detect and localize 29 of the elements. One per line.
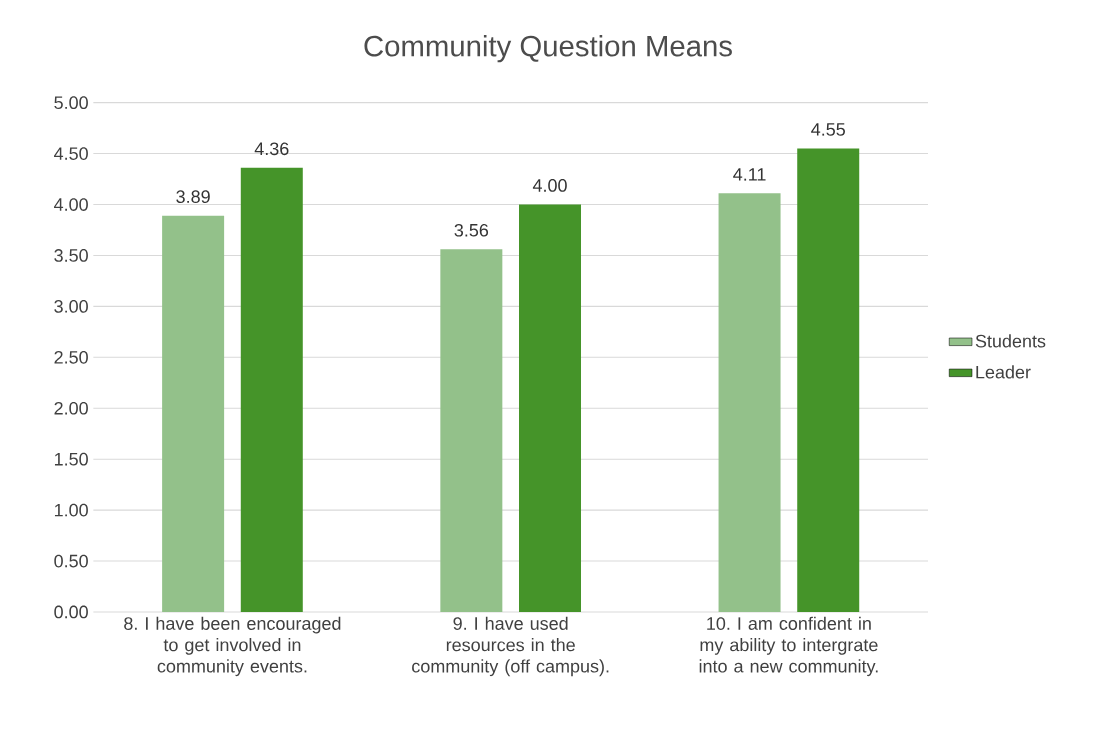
bar [440, 249, 503, 612]
data-label: 4.55 [811, 123, 845, 136]
y-tick-label: 2.50 [54, 350, 88, 364]
data-label: 4.11 [733, 168, 766, 181]
bar [519, 204, 582, 612]
x-tick-label: 10. I am confident in my ability to intergrate into a new community. [699, 616, 878, 677]
y-tick-label: 4.00 [54, 198, 88, 211]
y-tick-label: 0.00 [54, 605, 88, 619]
bar [162, 215, 225, 612]
y-tick-label: 3.50 [54, 249, 88, 262]
x-tick-label: 8. I have been encouraged to get involved in community events. [124, 616, 341, 677]
legend-label: Students [975, 334, 1046, 348]
y-tick-label: 1.00 [54, 503, 88, 517]
bar [240, 167, 303, 612]
data-label: 3.56 [454, 223, 489, 237]
bar [718, 193, 781, 612]
y-tick-label: 2.00 [54, 401, 88, 415]
x-tick-label: 9. I have used resources in the community (off campus). [412, 616, 609, 677]
data-label: 4.36 [254, 142, 289, 156]
bar [797, 148, 860, 612]
data-label: 3.89 [176, 190, 210, 204]
y-tick-label: 0.50 [54, 554, 88, 568]
y-tick-label: 4.50 [54, 147, 88, 160]
y-tick-label: 3.00 [54, 300, 88, 313]
legend-label: Leader [976, 365, 1031, 379]
y-tick-label: 1.50 [54, 452, 88, 466]
data-label: 4.00 [532, 179, 567, 192]
y-tick-label: 5.00 [54, 96, 88, 110]
chart-title: Community Question Means [364, 34, 732, 63]
